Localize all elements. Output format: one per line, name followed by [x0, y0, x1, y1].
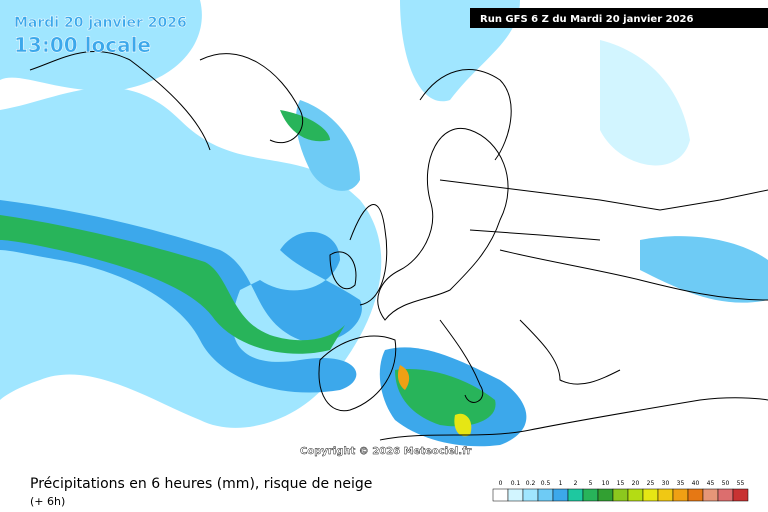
legend-label: 25 [647, 480, 655, 487]
legend-swatch [507, 488, 524, 502]
legend-label: 30 [662, 480, 670, 487]
legend-swatch [612, 488, 629, 502]
footer-step: (+ 6h) [30, 495, 65, 508]
legend-label: 35 [677, 480, 685, 487]
legend-swatch [582, 488, 599, 502]
legend-label: 55 [737, 480, 745, 487]
legend-label: 0.5 [541, 480, 551, 487]
legend-swatch [717, 488, 734, 502]
coastlines [29, 51, 768, 441]
legend-label: 5 [589, 480, 593, 487]
legend-swatch [702, 488, 719, 502]
legend-label: 20 [632, 480, 640, 487]
footer-background [0, 460, 768, 512]
run-label: Run GFS 6 Z du Mardi 20 janvier 2026 [480, 14, 693, 25]
legend-label: 15 [617, 480, 625, 487]
legend-label: 0.1 [511, 480, 521, 487]
legend-swatch [732, 488, 749, 502]
color-legend: 0 0.1 0.2 0.5 1 2 5 10 15 20 25 30 35 40 45 50 55 [492, 480, 749, 502]
legend-label: 0.2 [526, 480, 536, 487]
legend-swatch [657, 488, 674, 502]
legend-swatch [597, 488, 614, 502]
time-label: 13:00 locale [14, 33, 151, 57]
run-banner [470, 8, 768, 28]
legend-swatch [642, 488, 659, 502]
legend-label: 45 [707, 480, 715, 487]
legend-swatch [492, 488, 509, 502]
legend-swatch [567, 488, 584, 502]
legend-label: 1 [559, 480, 563, 487]
legend-label: 2 [574, 480, 578, 487]
legend-label: 50 [722, 480, 730, 487]
legend-swatch [537, 488, 554, 502]
legend-swatch [552, 488, 569, 502]
legend-label: 0 [499, 480, 503, 487]
legend-swatch [627, 488, 644, 502]
precipitation-field [0, 0, 768, 447]
legend-swatch [522, 488, 539, 502]
footer-title: Précipitations en 6 heures (mm), risque … [30, 476, 372, 492]
copyright: Copyright © 2026 Meteociel.fr [300, 446, 471, 457]
legend-swatch [687, 488, 704, 502]
legend-label: 40 [692, 480, 700, 487]
legend-swatch [672, 488, 689, 502]
date-label: Mardi 20 janvier 2026 [14, 15, 187, 31]
legend-label: 10 [602, 480, 610, 487]
